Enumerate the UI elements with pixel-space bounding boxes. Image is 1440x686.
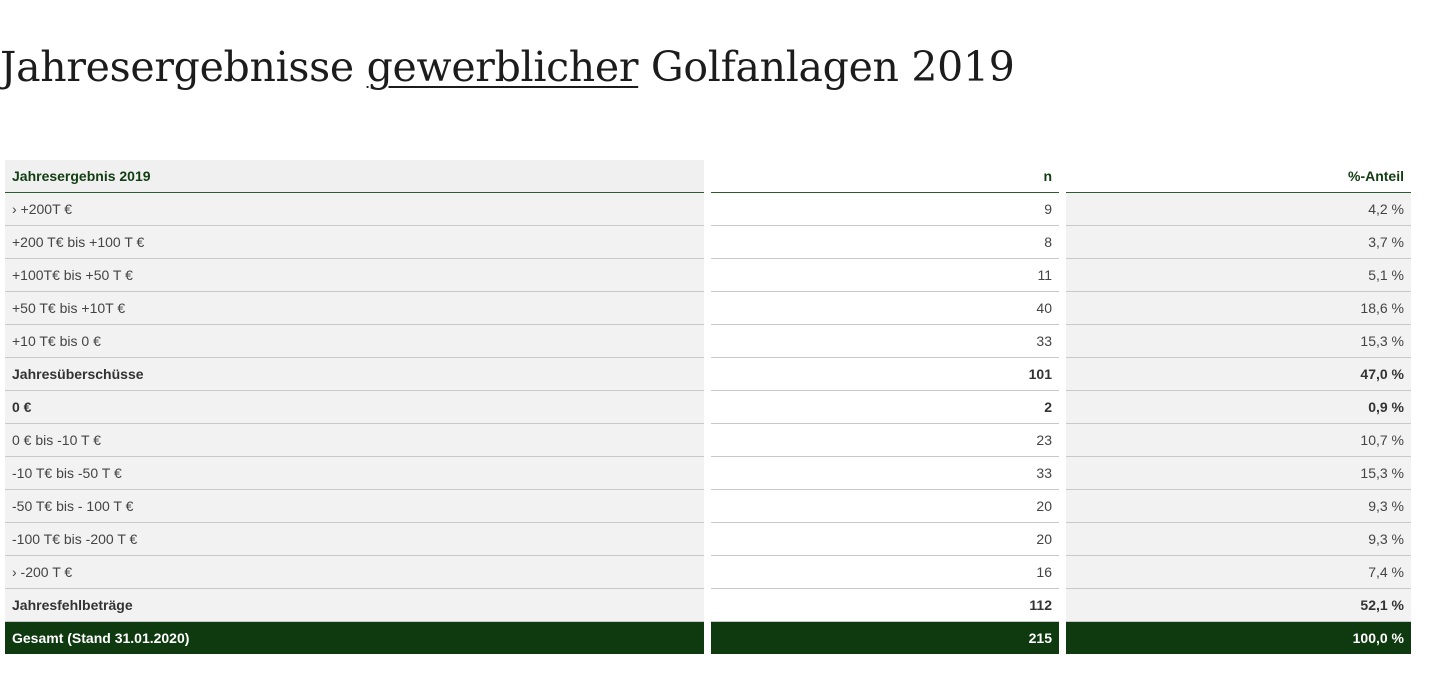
- column-gap: [704, 556, 711, 589]
- row-count-cell: 33: [711, 325, 1059, 358]
- column-gap: [704, 358, 711, 391]
- row-percent-cell: 18,6 %: [1066, 292, 1411, 325]
- title-part-1: Jahresergebnisse: [0, 43, 367, 91]
- title-part-2: Golfanlagen 2019: [638, 43, 1015, 91]
- row-label-cell: Jahresfehlbeträge: [5, 589, 704, 622]
- row-count-cell: 20: [711, 523, 1059, 556]
- row-count-cell: 101: [711, 358, 1059, 391]
- row-label-cell: +100T€ bis +50 T €: [5, 259, 704, 292]
- column-gap: [704, 589, 711, 622]
- row-percent-cell: 5,1 %: [1066, 259, 1411, 292]
- table-row: +50 T€ bis +10T €40 18,6 %: [5, 292, 1411, 325]
- table-row: -10 T€ bis -50 T €33 15,3 %: [5, 457, 1411, 490]
- table-header: Jahresergebnis 2019 n %-Anteil: [5, 160, 1411, 193]
- row-percent-cell: 47,0 %: [1066, 358, 1411, 391]
- row-count-cell: 33: [711, 457, 1059, 490]
- row-label-cell: › -200 T €: [5, 556, 704, 589]
- row-label-cell: -100 T€ bis -200 T €: [5, 523, 704, 556]
- table-body: › +200T €9 4,2 % +200 T€ bis +100 T €8 3,7 …: [5, 193, 1411, 654]
- table-row: 0 € bis -10 T €23 10,7 %: [5, 424, 1411, 457]
- row-label-cell: Gesamt (Stand 31.01.2020): [5, 622, 704, 654]
- row-label-cell: 0 €: [5, 391, 704, 424]
- row-percent-cell: 10,7 %: [1066, 424, 1411, 457]
- table-subtotal-row: 0 €2 0,9 %: [5, 391, 1411, 424]
- column-gap: [1059, 589, 1066, 622]
- column-gap: [704, 622, 711, 654]
- column-gap: [704, 226, 711, 259]
- row-percent-cell: 9,3 %: [1066, 490, 1411, 523]
- column-gap: [704, 391, 711, 424]
- column-gap: [704, 193, 711, 226]
- column-header-n: n: [711, 160, 1059, 193]
- title-underlined-word: gewerblicher: [366, 43, 639, 91]
- row-label-cell: +200 T€ bis +100 T €: [5, 226, 704, 259]
- row-count-cell: 215: [711, 622, 1059, 654]
- column-header-percent: %-Anteil: [1066, 160, 1411, 193]
- results-table: Jahresergebnis 2019 n %-Anteil › +200T €…: [5, 160, 1411, 654]
- row-count-cell: 112: [711, 589, 1059, 622]
- row-percent-cell: 9,3 %: [1066, 523, 1411, 556]
- column-gap: [704, 424, 711, 457]
- column-gap: [1059, 523, 1066, 556]
- row-label-cell: +10 T€ bis 0 €: [5, 325, 704, 358]
- table-row: +100T€ bis +50 T €11 5,1 %: [5, 259, 1411, 292]
- column-gap: [1059, 556, 1066, 589]
- table-header-row: Jahresergebnis 2019 n %-Anteil: [5, 160, 1411, 193]
- column-gap: [1059, 259, 1066, 292]
- table-row: › -200 T €16 7,4 %: [5, 556, 1411, 589]
- row-label-cell: +50 T€ bis +10T €: [5, 292, 704, 325]
- column-gap: [1059, 490, 1066, 523]
- row-count-cell: 23: [711, 424, 1059, 457]
- row-percent-cell: 3,7 %: [1066, 226, 1411, 259]
- table-subtotal-row: Jahresüberschüsse 101 47,0 %: [5, 358, 1411, 391]
- column-gap: [704, 490, 711, 523]
- column-gap: [1059, 358, 1066, 391]
- row-label-cell: -10 T€ bis -50 T €: [5, 457, 704, 490]
- column-gap: [704, 160, 711, 193]
- row-percent-cell: 52,1 %: [1066, 589, 1411, 622]
- column-gap: [1059, 622, 1066, 654]
- row-percent-cell: 7,4 %: [1066, 556, 1411, 589]
- row-percent-cell: 0,9 %: [1066, 391, 1411, 424]
- column-gap: [1059, 292, 1066, 325]
- column-gap: [704, 292, 711, 325]
- row-count-cell: 8: [711, 226, 1059, 259]
- row-count-cell: 11: [711, 259, 1059, 292]
- column-gap: [1059, 391, 1066, 424]
- table-subtotal-row: Jahresfehlbeträge 112 52,1 %: [5, 589, 1411, 622]
- column-gap: [704, 457, 711, 490]
- page-title: Jahresergebnisse gewerblicher Golfanlage…: [0, 38, 1015, 96]
- column-gap: [1059, 457, 1066, 490]
- row-percent-cell: 15,3 %: [1066, 325, 1411, 358]
- table-row: +200 T€ bis +100 T €8 3,7 %: [5, 226, 1411, 259]
- column-gap: [704, 325, 711, 358]
- table-total-row: Gesamt (Stand 31.01.2020) 215 100,0 %: [5, 622, 1411, 654]
- table-row: +10 T€ bis 0 €33 15,3 %: [5, 325, 1411, 358]
- column-gap: [704, 259, 711, 292]
- row-percent-cell: 100,0 %: [1066, 622, 1411, 654]
- column-header-result: Jahresergebnis 2019: [5, 160, 704, 193]
- row-label-cell: Jahresüberschüsse: [5, 358, 704, 391]
- row-percent-cell: 15,3 %: [1066, 457, 1411, 490]
- row-count-cell: 2: [711, 391, 1059, 424]
- row-count-cell: 9: [711, 193, 1059, 226]
- column-gap: [1059, 160, 1066, 193]
- row-label-cell: 0 € bis -10 T €: [5, 424, 704, 457]
- table-row: -50 T€ bis - 100 T €20 9,3 %: [5, 490, 1411, 523]
- column-gap: [1059, 325, 1066, 358]
- column-gap: [1059, 424, 1066, 457]
- column-gap: [1059, 193, 1066, 226]
- table-row: › +200T €9 4,2 %: [5, 193, 1411, 226]
- row-count-cell: 16: [711, 556, 1059, 589]
- row-label-cell: › +200T €: [5, 193, 704, 226]
- row-percent-cell: 4,2 %: [1066, 193, 1411, 226]
- column-gap: [704, 523, 711, 556]
- table-row: -100 T€ bis -200 T €20 9,3 %: [5, 523, 1411, 556]
- row-count-cell: 20: [711, 490, 1059, 523]
- row-count-cell: 40: [711, 292, 1059, 325]
- row-label-cell: -50 T€ bis - 100 T €: [5, 490, 704, 523]
- column-gap: [1059, 226, 1066, 259]
